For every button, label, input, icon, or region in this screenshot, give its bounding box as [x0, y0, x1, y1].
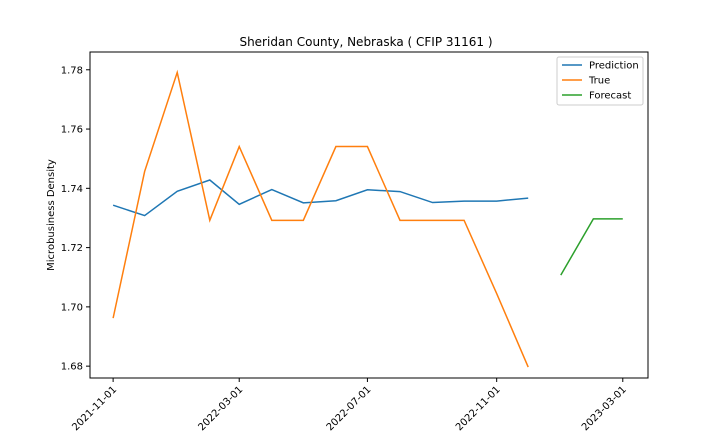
- series-line-true: [112, 69, 529, 368]
- y-axis-label: Microbusiness Density: [46, 159, 57, 271]
- y-tick-label: 1.72: [61, 243, 83, 254]
- y-tick-label: 1.68: [61, 362, 83, 373]
- legend-label-forecast: Forecast: [589, 91, 631, 102]
- legend: Prediction True Forecast: [556, 56, 644, 106]
- series-layer: [112, 69, 623, 368]
- y-tick-label: 1.74: [61, 184, 83, 195]
- series-line-forecast: [560, 218, 623, 276]
- plot-area-frame: [89, 51, 649, 379]
- chart-title: Sheridan County, Nebraska ( CFIP 31161 ): [239, 35, 492, 49]
- y-tick-label: 1.70: [61, 302, 83, 313]
- legend-label-true: True: [588, 76, 610, 87]
- y-tick-label: 1.76: [61, 125, 83, 136]
- legend-box: [556, 56, 644, 106]
- y-tick-label: 1.78: [61, 65, 83, 76]
- series-line-prediction: [112, 179, 529, 217]
- legend-label-prediction: Prediction: [589, 61, 639, 72]
